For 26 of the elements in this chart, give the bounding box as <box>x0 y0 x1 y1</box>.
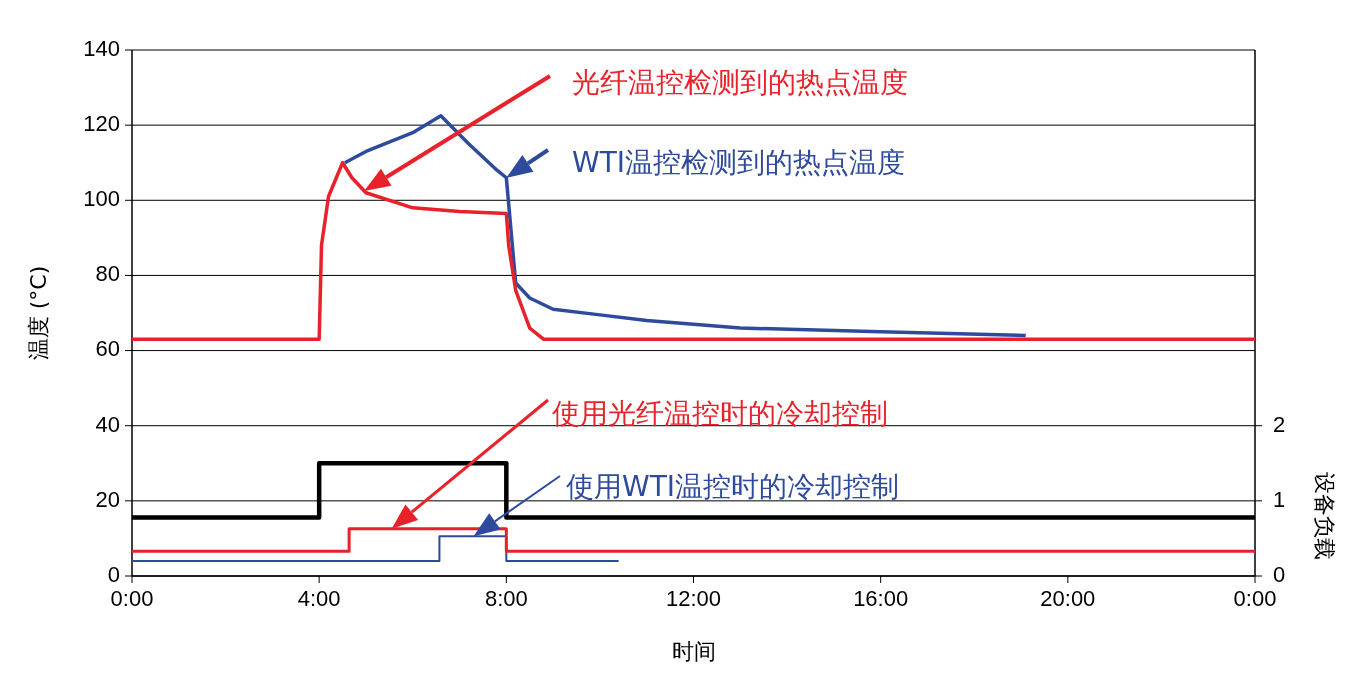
x-tick-label: 4:00 <box>297 586 341 611</box>
line-series <box>343 114 1028 338</box>
x-tick-label: 20:00 <box>1040 586 1096 611</box>
x-tick-label: 12:00 <box>665 586 722 611</box>
x-tick-label: 0:00 <box>110 586 154 611</box>
y2-tick-label: 0 <box>1272 561 1286 587</box>
y2-tick-label: 2 <box>1272 411 1286 437</box>
x-axis-title: 时间 <box>671 639 716 664</box>
y-axis-title: 温度 (°C) <box>26 265 51 361</box>
y-tick-label: 60 <box>95 336 120 362</box>
annotation: 使用WTI温控时的冷却控制 <box>566 470 900 503</box>
y-tick-label: 20 <box>95 486 120 512</box>
y-tick-label: 100 <box>83 186 120 212</box>
y-tick-label: 40 <box>95 411 120 437</box>
y-tick-label: 140 <box>83 35 120 61</box>
y2-tick-label: 1 <box>1272 486 1286 512</box>
y-tick-label: 80 <box>95 261 120 287</box>
annotation: 使用光纤温控时的冷却控制 <box>552 397 888 430</box>
y-tick-label: 0 <box>107 561 120 587</box>
x-tick-label: 16:00 <box>853 586 909 611</box>
y-tick-label: 120 <box>83 110 120 136</box>
x-tick-label: 0:00 <box>1233 586 1277 611</box>
annotation: WTI温控检测到的热点温度 <box>572 146 906 179</box>
x-tick-label: 8:00 <box>484 586 528 611</box>
y2-axis-title: 设备负载 <box>1312 472 1337 560</box>
annotation: 光纤温控检测到的热点温度 <box>572 66 908 99</box>
